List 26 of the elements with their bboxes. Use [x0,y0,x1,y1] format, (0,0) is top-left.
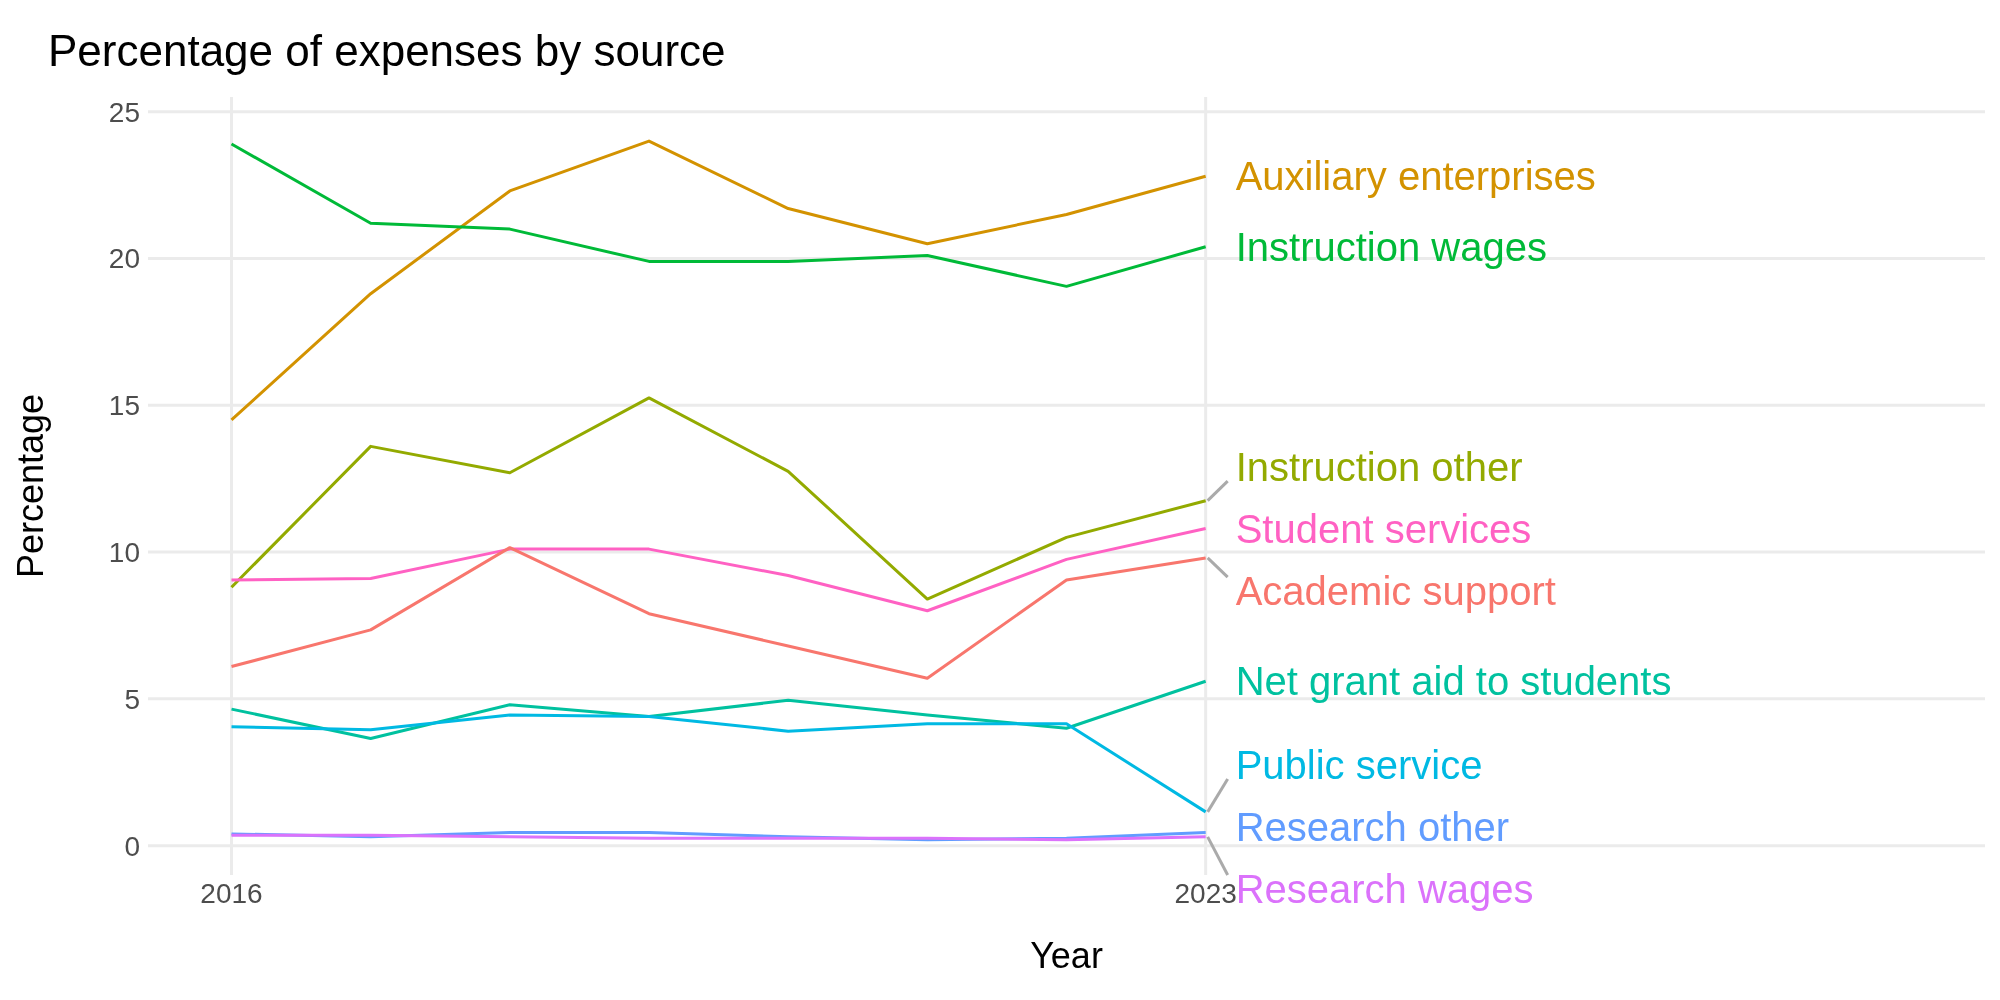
x-tick-label: 2023 [1174,877,1237,909]
series-label: Academic support [1235,569,1556,614]
y-axis-title: Percentage [9,393,51,579]
series-label: Research wages [1235,867,1534,912]
line-series [230,546,1208,680]
y-tick-label: 10 [108,537,140,568]
line-series [230,396,1208,601]
line-series [230,713,1208,814]
x-tick-label: 2016 [200,877,263,909]
chart-title: Percentage of expenses by source [48,26,726,75]
y-tick-label: 15 [108,390,140,422]
series-label: Student services [1235,507,1532,552]
y-tick-label: 25 [108,96,140,128]
series-label: Instruction wages [1235,224,1547,269]
series-label: Research other [1235,805,1510,850]
y-tick-label: 0 [124,830,140,862]
series-label: Auxiliary enterprises [1235,154,1596,199]
line-series [230,142,1208,288]
x-axis-title: Year [1030,935,1103,976]
line-series [230,527,1208,613]
y-tick-label: 20 [108,243,140,275]
series-label: Net grant aid to students [1235,659,1672,704]
series-label: Public service [1235,743,1483,788]
y-tick-label: 5 [124,683,140,715]
series-label: Instruction other [1235,445,1523,490]
line-series [230,139,1208,422]
